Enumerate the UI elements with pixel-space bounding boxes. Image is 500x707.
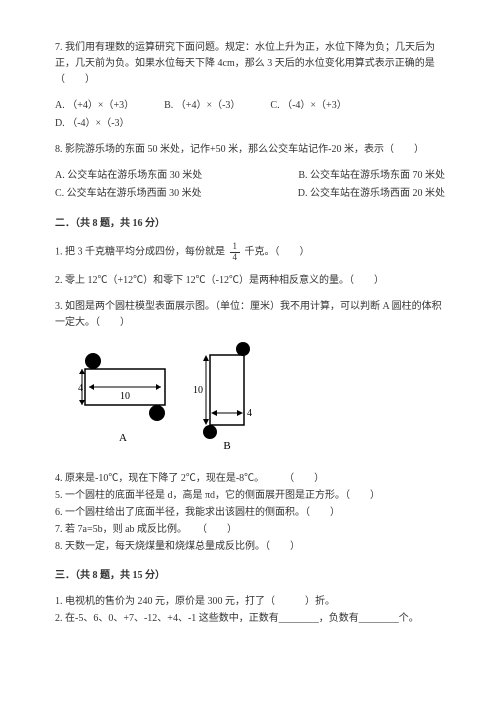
question-8: 8. 影院游乐场的东面 50 米处，记作+50 米，那么公交车站记作-20 米，…	[55, 142, 445, 158]
b-height-arr-t	[203, 355, 209, 361]
b-circle-top	[236, 342, 250, 356]
s2-q1: 1. 把 3 千克糖平均分成四份，每份就是 1 4 千克。（ ）	[55, 242, 445, 263]
s2-q8: 8. 天数一定，每天烧煤量和烧煤总量成反比例。（ ）	[55, 539, 445, 554]
a-width-label: 10	[120, 391, 130, 402]
q8-text: 8. 影院游乐场的东面 50 米处，记作+50 米，那么公交车站记作-20 米，…	[55, 144, 424, 155]
question-7: 7. 我们用有理数的运算研究下面问题。规定：水位上升为正，水位下降为负；几天后为…	[55, 40, 445, 88]
shape-b: 10 4 B	[193, 342, 252, 452]
s2-q2: 2. 零上 12℃（+12℃）和零下 12℃（-12℃）是两种相反意义的量。（ …	[55, 273, 445, 289]
s3-q2: 2. 在-5、6、0、+7、-12、+4、-1 这些数中，正数有________…	[55, 611, 445, 626]
q8-opt-c: C. 公交车站在游乐场西面 30 米处	[55, 186, 202, 202]
q7-options: A. （+4）×（+3） B. （+4）×（-3） C. （-4）×（+3） D…	[55, 98, 445, 132]
q7-opt-b: B. （+4）×（-3）	[164, 98, 240, 114]
b-circle-bottom	[203, 425, 217, 439]
q8-opt-a: A. 公交车站在游乐场东面 30 米处	[55, 168, 202, 184]
fraction-1-4: 1 4	[230, 242, 241, 263]
section-2-header: 二．（共 8 题，共 16 分）	[55, 216, 445, 232]
b-width-label: 4	[247, 408, 252, 419]
s2-q3: 3. 如图是两个圆柱模型表面展示图。（单位：厘米）我不用计算，可以判断 A 圆柱…	[55, 299, 445, 331]
q8-opt-d: D. 公交车站在游乐场西面 20 米处	[298, 186, 445, 202]
diagram-svg: 10 4 A 10 4 B	[75, 341, 295, 461]
a-width-arr-r	[156, 384, 161, 390]
shape-a: 10 4 A	[78, 353, 165, 444]
q7-text: 7. 我们用有理数的运算研究下面问题。规定：水位上升为正，水位下降为负；几天后为…	[55, 42, 435, 85]
frac-den: 4	[230, 253, 241, 263]
a-height-arr-t	[79, 369, 85, 374]
q7-opt-c: C. （-4）×（+3）	[270, 98, 346, 114]
q8-opt-b: B. 公交车站在游乐场东面 70 米处	[298, 168, 445, 184]
s2-q1-post: 千克。（ ）	[245, 247, 310, 258]
s2-q6: 6. 一个圆柱给出了底面半径，我能求出该圆柱的侧面积。（ ）	[55, 505, 445, 520]
a-width-arr-l	[89, 384, 94, 390]
s2-q7: 7. 若 7a=5b，则 ab 成反比例。 （ ）	[55, 522, 445, 537]
label-b: B	[223, 440, 230, 452]
s2-q4: 4. 原来是-10℃，现在下降了 2℃，现在是-8℃。 （ ）	[55, 471, 445, 486]
a-height-arr-b	[79, 400, 85, 405]
section-3-header: 三．（共 8 题，共 15 分）	[55, 568, 445, 584]
label-a: A	[119, 432, 127, 444]
q7-opt-a: A. （+4）×（+3）	[55, 98, 134, 114]
b-width-arr-l	[211, 410, 217, 416]
s2-q1-pre: 1. 把 3 千克糖平均分成四份，每份就是	[55, 247, 228, 258]
b-height-label: 10	[193, 385, 203, 396]
a-circle-top	[85, 353, 101, 369]
q7-opt-d: D. （-4）×（-3）	[55, 116, 130, 132]
b-width-arr-r	[237, 410, 243, 416]
b-height-arr-b	[203, 419, 209, 425]
q8-options: A. 公交车站在游乐场东面 30 米处 B. 公交车站在游乐场东面 70 米处 …	[55, 168, 445, 202]
cylinder-diagram: 10 4 A 10 4 B	[75, 341, 445, 461]
s3-q1: 1. 电视机的售价为 240 元，原价是 300 元，打了（ ）折。	[55, 594, 445, 609]
s2-q5: 5. 一个圆柱的底面半径是 d，高是 πd，它的侧面展开图是正方形。（ ）	[55, 488, 445, 503]
a-circle-bottom	[149, 405, 165, 421]
